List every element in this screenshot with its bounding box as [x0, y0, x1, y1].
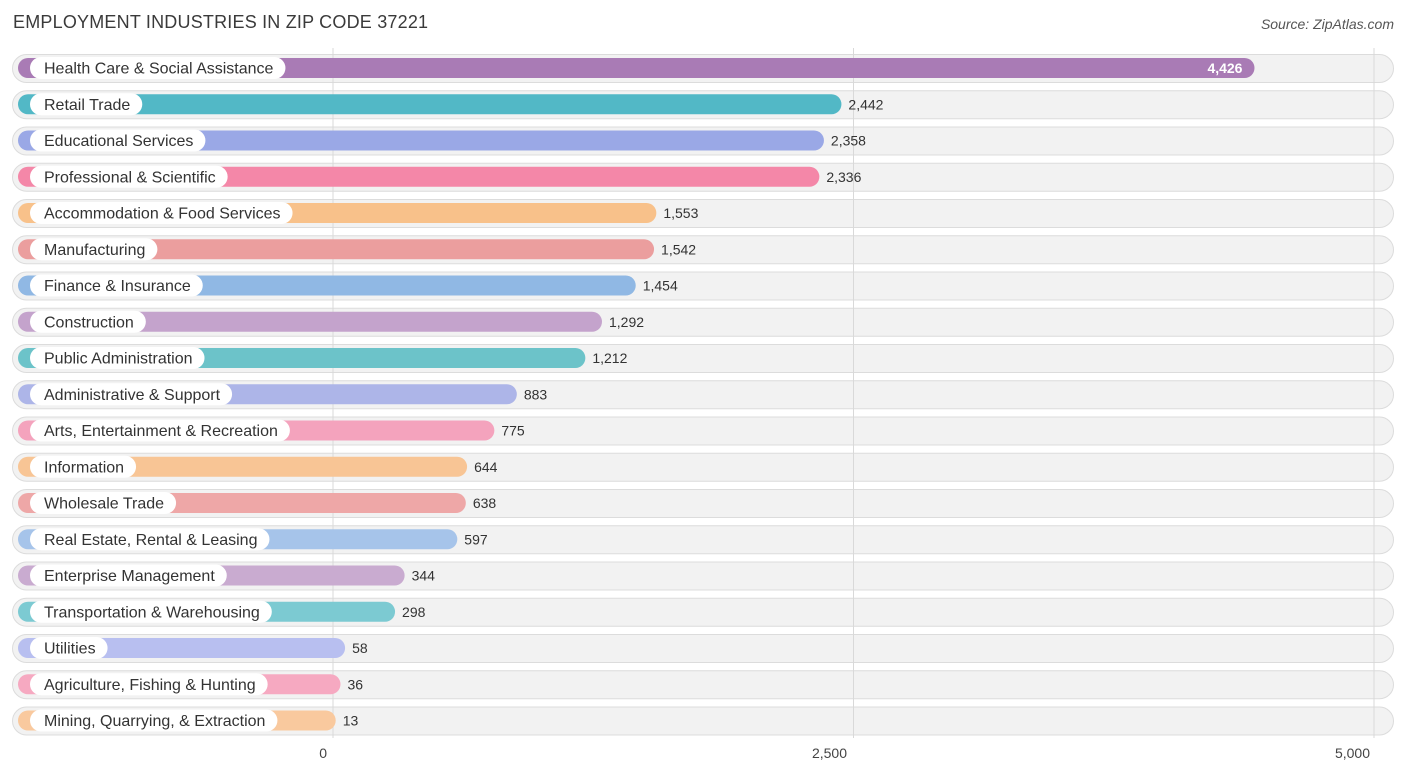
category-label-pill — [30, 709, 278, 732]
value-label: 298 — [402, 604, 426, 620]
value-label: 2,442 — [848, 96, 883, 112]
category-label: Manufacturing — [44, 242, 145, 259]
bar — [18, 58, 1255, 78]
category-label: Health Care & Social Assistance — [44, 61, 274, 78]
value-label: 883 — [524, 386, 548, 402]
category-label: Transportation & Warehousing — [44, 604, 260, 621]
value-label: 344 — [412, 568, 436, 584]
category-label: Wholesale Trade — [44, 496, 164, 513]
category-label: Information — [44, 459, 124, 476]
value-label: 597 — [464, 531, 488, 547]
category-label-pill — [30, 455, 137, 478]
category-label: Utilities — [44, 641, 96, 658]
category-label-pill — [30, 564, 227, 587]
category-label-pill — [30, 492, 177, 514]
category-label-pill — [30, 238, 158, 261]
category-label-pill — [30, 274, 203, 297]
category-label-pill — [30, 419, 290, 442]
category-label: Accommodation & Food Services — [44, 206, 281, 223]
bar — [18, 130, 824, 151]
value-label: 1,542 — [661, 241, 696, 257]
category-label: Construction — [44, 314, 134, 331]
row-background — [12, 706, 1394, 736]
bar — [18, 239, 655, 260]
category-label-pill — [30, 600, 272, 623]
bar — [18, 94, 842, 115]
category-label-pill — [30, 347, 205, 369]
category-label: Educational Services — [44, 133, 193, 150]
value-label: 1,454 — [643, 278, 678, 294]
x-tick-label: 5,000 — [1335, 745, 1370, 761]
value-label: 644 — [474, 459, 498, 475]
x-tick-label: 2,500 — [812, 745, 847, 761]
bar — [18, 311, 602, 332]
row-background — [12, 634, 1394, 663]
category-label: Retail Trade — [44, 97, 130, 114]
value-label: 2,358 — [831, 133, 866, 149]
category-label: Mining, Quarrying, & Extraction — [44, 713, 265, 730]
row-background — [12, 670, 1394, 700]
category-label: Public Administration — [44, 351, 193, 368]
category-label-pill — [30, 383, 233, 406]
category-label: Real Estate, Rental & Leasing — [44, 532, 257, 549]
category-label-pill — [30, 673, 268, 696]
category-label-pill — [30, 202, 293, 224]
category-label: Arts, Entertainment & Recreation — [44, 423, 278, 440]
chart-source: Source: ZipAtlas.com — [1260, 16, 1394, 32]
category-label: Finance & Insurance — [44, 278, 191, 295]
value-label: 2,336 — [826, 169, 861, 185]
value-label: 1,212 — [592, 350, 627, 366]
value-label: 36 — [347, 676, 363, 692]
value-label: 58 — [352, 640, 368, 656]
value-label: 1,553 — [663, 205, 698, 221]
category-label-pill — [30, 310, 146, 333]
category-label-pill — [30, 57, 286, 79]
value-label: 13 — [343, 713, 359, 729]
x-tick-label: 0 — [319, 745, 327, 761]
category-label-pill — [30, 93, 143, 116]
value-label: 4,426 — [1207, 60, 1242, 76]
value-label: 775 — [501, 423, 525, 439]
category-label-pill — [30, 165, 228, 188]
category-label-pill — [30, 637, 108, 659]
value-label: 1,292 — [609, 314, 644, 330]
category-label-pill — [30, 528, 270, 551]
category-label: Agriculture, Fishing & Hunting — [44, 677, 256, 694]
category-label: Enterprise Management — [44, 568, 215, 585]
chart-title: EMPLOYMENT INDUSTRIES IN ZIP CODE 37221 — [13, 12, 429, 32]
value-label: 638 — [473, 495, 497, 511]
category-label: Professional & Scientific — [44, 169, 216, 186]
category-label: Administrative & Support — [44, 387, 221, 404]
category-label-pill — [30, 129, 206, 152]
